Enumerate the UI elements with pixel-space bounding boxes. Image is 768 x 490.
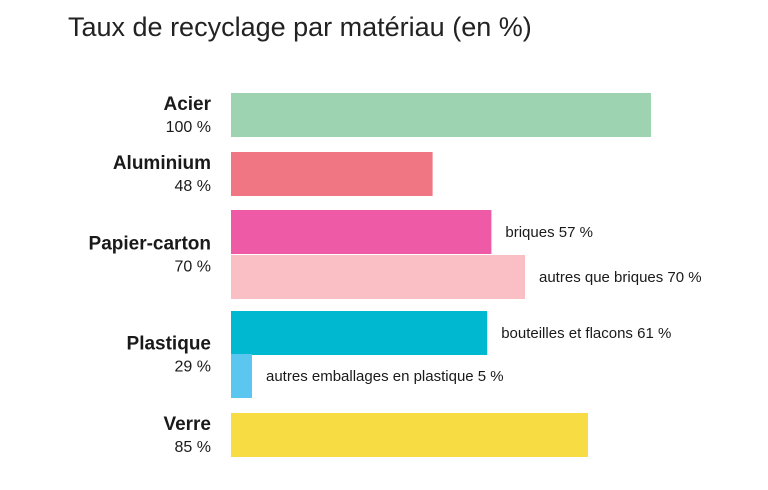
category-percent-papier-carton: 70 %: [175, 259, 211, 276]
category-label-papier-carton: Papier-carton: [89, 234, 211, 255]
bar-verre-1: [231, 413, 588, 457]
category-label-verre: Verre: [163, 414, 211, 435]
bar-plastique-2: [231, 354, 252, 398]
category-percent-plastique: 29 %: [175, 359, 211, 376]
category-label-acier: Acier: [163, 94, 211, 115]
bar-label-papier-carton-1: briques 57 %: [505, 224, 593, 241]
bar-label-papier-carton-2: autres que briques 70 %: [539, 269, 702, 286]
category-percent-verre: 85 %: [175, 439, 211, 456]
category-percent-aluminium: 48 %: [175, 178, 211, 195]
category-percent-acier: 100 %: [166, 119, 211, 136]
bar-aluminium-1: [231, 152, 433, 196]
category-label-plastique: Plastique: [127, 334, 211, 355]
bar-papier-carton-2: [231, 255, 525, 299]
bar-papier-carton-1: [231, 210, 492, 254]
category-label-aluminium: Aluminium: [113, 153, 211, 174]
bar-plastique-1: [231, 311, 488, 355]
bar-acier-1: [231, 93, 651, 137]
bar-label-plastique-1: bouteilles et flacons 61 %: [501, 325, 671, 342]
bar-label-plastique-2: autres emballages en plastique 5 %: [266, 368, 504, 385]
chart-title: Taux de recyclage par matériau (en %): [68, 12, 532, 42]
